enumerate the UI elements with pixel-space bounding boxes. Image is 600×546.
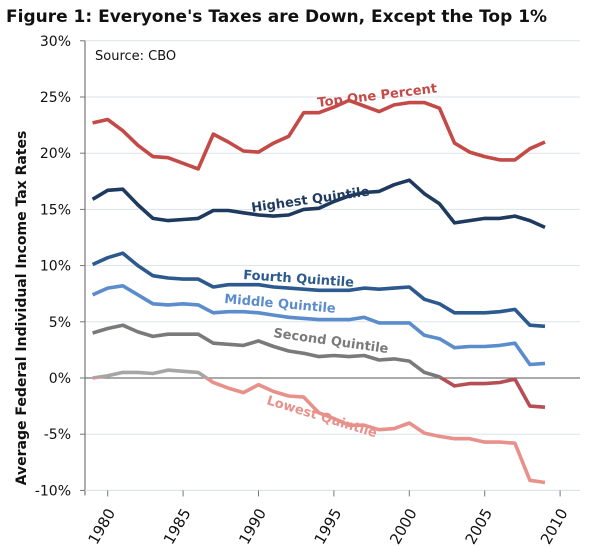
x-tick-label: 1980 [84,505,119,546]
x-tick-label: 2000 [386,505,421,546]
y-tick-label: -5% [44,427,71,443]
x-tick-labels: 1980 1985 1990 1995 2000 2005 2010 [84,505,571,546]
x-tick-label: 1995 [311,505,346,546]
source-note: Source: CBO [95,49,176,64]
series-label-highest-quintile: Highest Quintile [250,184,370,215]
axes [80,40,580,497]
series-line-lowest-quintile [92,368,210,378]
y-tick-labels: 30% 25% 20% 15% 10% 5% 0% -5% -10% [35,34,71,500]
y-tick-label: 30% [40,34,71,50]
series-line-middle-quintile [91,284,546,367]
y-tick-label: 20% [40,146,71,162]
y-tick-label: 15% [40,202,71,218]
series-line-second-quintile [92,323,517,378]
series-line-top-one-percent [92,98,546,171]
x-tick-label: 1985 [160,505,195,546]
y-tick-label: 0% [49,371,71,387]
series-label-top-one-percent: Top One Percent [317,81,438,111]
series-line-fourth-quintile [91,251,546,329]
series-line-highest-quintile [91,178,546,230]
x-tick-label: 2010 [537,505,572,546]
series-line-middle-quintile-negative [93,286,545,365]
y-tick-label: 10% [40,259,71,275]
x-tick-label: 2005 [461,505,496,546]
x-tick-label: 1990 [235,505,270,546]
y-tick-label: -10% [35,483,71,499]
chart-title: Figure 1: Everyone's Taxes are Down, Exc… [6,7,547,27]
series-line-second-quintile-negative [436,378,546,409]
y-tick-label: 25% [40,90,71,106]
gridlines [85,40,580,491]
y-axis-label: Average Federal Individual Income Tax Ra… [14,131,30,486]
y-tick-label: 5% [49,315,71,331]
series-lines [91,98,546,485]
series-line-lowest-quintile-negative [92,378,546,485]
